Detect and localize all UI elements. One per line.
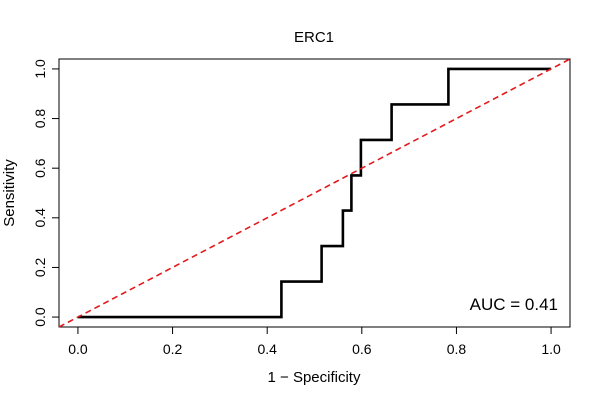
x-axis: 0.0 0.2 0.4 0.6 0.8 1.0 [68,326,561,357]
y-tick-label: 0.6 [32,158,48,178]
y-tick-label: 0.0 [32,307,48,327]
y-tick-label: 0.4 [32,208,48,228]
plot-area [58,58,571,328]
x-tick-label: 1.0 [541,341,561,357]
y-axis: 0.0 0.2 0.4 0.6 0.8 1.0 [32,59,60,327]
x-tick-label: 0.8 [447,341,467,357]
x-tick-label: 0.4 [257,341,277,357]
y-tick-label: 0.8 [32,109,48,129]
y-axis-label: Sensitivity [1,159,18,227]
x-tick-label: 0.0 [68,341,88,357]
x-tick-label: 0.6 [352,341,372,357]
x-tick-label: 0.2 [163,341,183,357]
x-axis-label: 1 − Specificity [268,369,361,386]
chart-title: ERC1 [294,29,334,46]
series-layer [58,58,571,328]
y-tick-label: 1.0 [32,59,48,79]
roc-curve [77,67,552,319]
y-tick-label: 0.2 [32,258,48,278]
reference-diagonal-line [58,58,571,328]
auc-label: AUC = 0.41 [470,295,558,314]
